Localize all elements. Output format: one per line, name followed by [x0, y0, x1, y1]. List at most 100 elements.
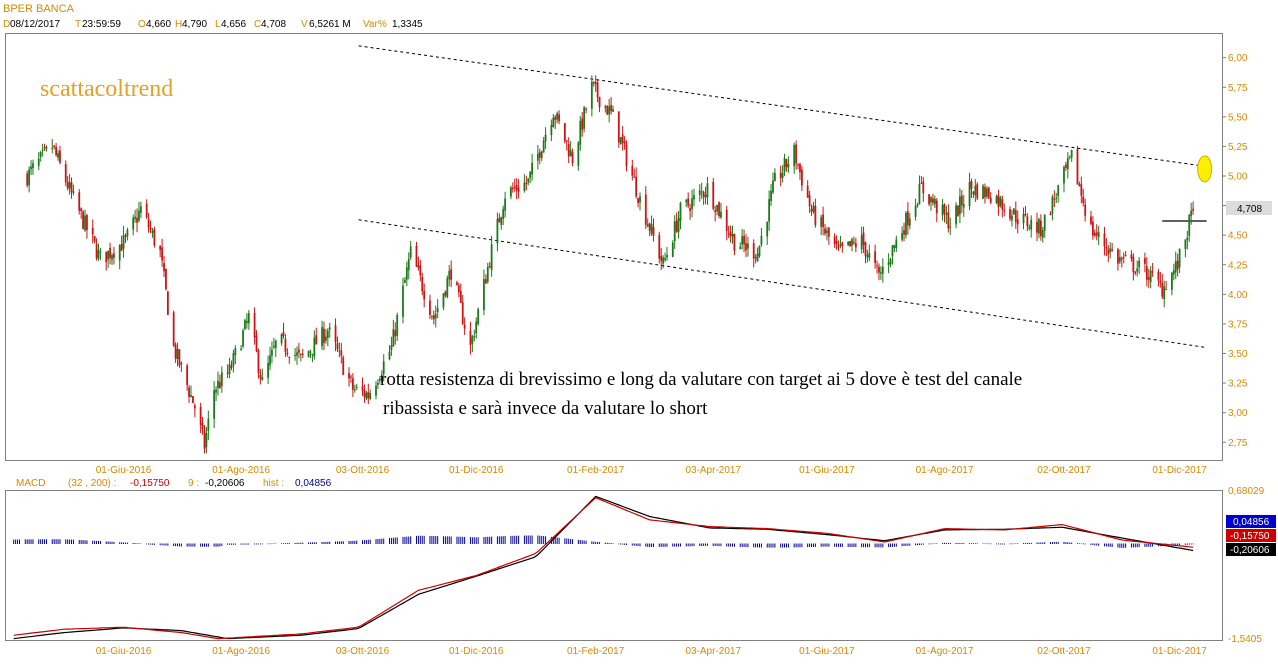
- candle-body: [163, 263, 165, 272]
- candle-body: [213, 390, 216, 419]
- macd-header-value: -0,15750: [130, 478, 170, 489]
- candle-body: [793, 145, 796, 167]
- candle-body: [531, 162, 533, 175]
- candle-body: [419, 265, 422, 276]
- candle-body: [646, 224, 649, 227]
- candle-body: [579, 120, 582, 145]
- candle-body: [280, 334, 283, 344]
- candle-body: [747, 243, 749, 249]
- candle-body: [450, 269, 453, 280]
- candle-body: [623, 141, 626, 144]
- candle-body: [388, 351, 391, 360]
- macd-scale-bottom: -1,5405: [1228, 634, 1262, 645]
- candle-body: [392, 329, 395, 347]
- candle-body: [1078, 184, 1081, 187]
- candle-body: [1012, 208, 1015, 215]
- candle-body: [1178, 248, 1181, 268]
- candle-body: [334, 325, 337, 342]
- candle-body: [826, 230, 828, 233]
- candle-body: [639, 196, 641, 203]
- candle-body: [1159, 280, 1162, 283]
- candle-body: [442, 293, 445, 308]
- channel-line-upper: [358, 45, 1207, 168]
- candle-body: [417, 265, 420, 268]
- candle-body: [594, 82, 597, 84]
- candle-body: [947, 212, 950, 229]
- candle-body: [754, 257, 757, 259]
- candle-body: [41, 149, 44, 151]
- candle-body: [1176, 260, 1179, 270]
- candle-body: [259, 374, 262, 379]
- candle-body: [138, 210, 140, 221]
- price-tick-label: 5,75: [1228, 83, 1248, 94]
- candle-body: [700, 191, 703, 193]
- low-value: 4,656: [221, 19, 246, 30]
- candle-body: [496, 218, 499, 244]
- candle-body: [874, 251, 877, 264]
- candle-body: [1057, 185, 1060, 196]
- candle-body: [1051, 196, 1054, 214]
- candle-body: [999, 197, 1002, 206]
- candle-body: [943, 204, 946, 214]
- candle-body: [567, 144, 570, 157]
- candle-body: [434, 314, 437, 319]
- candle-body: [783, 158, 786, 172]
- candle-body: [1144, 258, 1146, 264]
- candle-body: [93, 235, 96, 242]
- candle-body: [409, 246, 412, 258]
- candle-body: [1130, 254, 1133, 259]
- candle-body: [1105, 247, 1108, 249]
- candle-body: [161, 247, 163, 261]
- candle-body: [824, 228, 826, 234]
- price-tick-label: 4,00: [1228, 290, 1248, 301]
- candle-body: [770, 191, 772, 201]
- candle-body: [68, 182, 71, 189]
- candle-body: [1122, 257, 1125, 259]
- candle-body: [673, 221, 676, 242]
- candle-body: [604, 106, 607, 108]
- high-key: H: [175, 19, 182, 30]
- candle-body: [706, 183, 709, 198]
- candle-body: [1161, 282, 1164, 297]
- candle-body: [1136, 268, 1139, 272]
- close-key: C: [254, 19, 261, 30]
- candle-body: [930, 197, 932, 203]
- candle-body: [918, 183, 921, 205]
- candle-body: [945, 213, 948, 216]
- candle-body: [477, 309, 480, 324]
- candle-body: [72, 191, 75, 193]
- candle-body: [245, 320, 248, 324]
- x-tick-label: 01-Feb-2017: [567, 465, 625, 476]
- candle-body: [1090, 216, 1092, 224]
- candle-body: [298, 349, 300, 353]
- target-marker: [1197, 155, 1213, 183]
- candle-body: [272, 345, 275, 348]
- candle-body: [321, 326, 323, 347]
- annotation-line-1: rotta resistenza di brevissimo e long da…: [380, 369, 1022, 390]
- candle-body: [230, 366, 233, 368]
- candle-body: [760, 235, 763, 245]
- x-tick-label: 01-Giu-2017: [799, 646, 855, 657]
- candle-body: [932, 198, 934, 203]
- candle-body: [1117, 249, 1119, 264]
- candle-body: [598, 96, 601, 108]
- candle-body: [995, 196, 998, 203]
- candle-body: [483, 279, 485, 311]
- candle-body: [288, 357, 291, 359]
- candle-body: [1084, 204, 1087, 216]
- candle-body: [365, 392, 368, 399]
- candle-body: [1028, 227, 1031, 229]
- candle-body: [891, 245, 894, 257]
- time-value: 23:59:59: [82, 19, 121, 30]
- candle-body: [889, 258, 892, 265]
- candle-body: [895, 239, 898, 249]
- candle-body: [109, 248, 111, 258]
- candle-body: [1093, 232, 1096, 236]
- candle-body: [394, 330, 397, 337]
- candle-body: [176, 348, 179, 360]
- macd-scale-top: 0,68029: [1228, 486, 1265, 497]
- candle-body: [814, 205, 817, 225]
- candle-body: [475, 321, 478, 334]
- candle-body: [159, 245, 162, 250]
- candle-body: [976, 184, 979, 199]
